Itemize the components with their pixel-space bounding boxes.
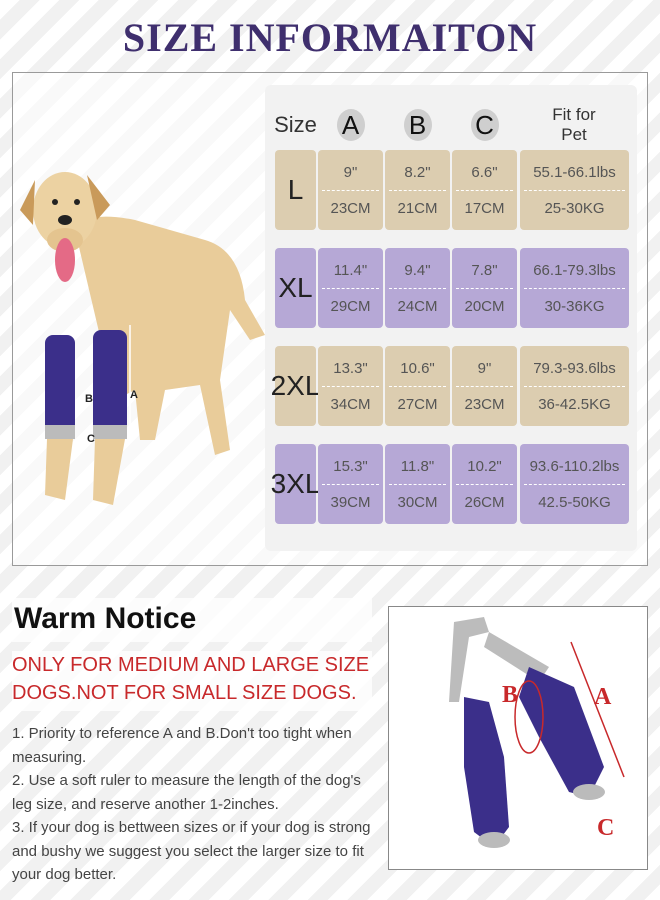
cell-fit: 66.1-79.3lbs 30-36KG [520, 248, 629, 328]
dog-label-a: A [130, 389, 138, 401]
header-fit: Fit for Pet [552, 105, 596, 144]
size-label: L [275, 150, 316, 230]
value-c_in: 10.2" [467, 458, 502, 475]
header-size: Size [274, 112, 317, 137]
value-kg: 30-36KG [544, 298, 605, 315]
notice-item: 3. If your dog is bettween sizes or if y… [12, 819, 371, 883]
cell-b: 10.6" 27CM [385, 346, 450, 426]
dog-label-b: B [85, 393, 93, 405]
sleeve-product-illustration: B A C [449, 617, 625, 848]
cell-c: 7.8" 20CM [452, 248, 517, 328]
value-a_in: 9" [343, 164, 358, 181]
value-c_in: 7.8" [471, 262, 498, 279]
cell-fit: 55.1-66.1lbs 25-30KG [520, 150, 629, 230]
value-b_in: 10.6" [400, 360, 435, 377]
cell-fit: 79.3-93.6lbs 36-42.5KG [520, 346, 629, 426]
size-label: 3XL [271, 444, 320, 524]
value-b_cm: 30CM [397, 494, 438, 511]
value-a_in: 13.3" [333, 360, 368, 377]
product-image-box: B A C [388, 606, 648, 870]
value-kg: 36-42.5KG [538, 396, 611, 413]
value-a_cm: 23CM [330, 200, 371, 217]
value-c_cm: 23CM [464, 396, 505, 413]
notice-item: 1. Priority to reference A and B.Don't t… [12, 725, 352, 766]
notice-list: 1. Priority to reference A and B.Don't t… [12, 722, 384, 887]
cell-a: 9" 23CM [318, 150, 383, 230]
value-c_in: 9" [477, 360, 492, 377]
value-a_cm: 34CM [330, 396, 371, 413]
size-label: XL [275, 248, 316, 328]
size-row: XL 11.4" 29CM 9.4" 24CM 7.8" 20CM 66.1-7… [275, 248, 629, 328]
value-b_in: 9.4" [404, 262, 431, 279]
header-a: A [336, 109, 365, 141]
cell-a: 13.3" 34CM [318, 346, 383, 426]
value-lbs: 79.3-93.6lbs [533, 360, 616, 377]
product-label-b: B [502, 682, 518, 708]
cell-c: 9" 23CM [452, 346, 517, 426]
cell-a: 15.3" 39CM [318, 444, 383, 524]
value-lbs: 93.6-110.2lbs [529, 458, 620, 475]
dog-illustration: A B C [20, 172, 265, 505]
value-b_cm: 21CM [397, 200, 438, 217]
notice-item: 2. Use a soft ruler to measure the lengt… [12, 772, 361, 813]
value-a_in: 15.3" [333, 458, 368, 475]
product-label-c: C [597, 815, 614, 841]
cell-b: 9.4" 24CM [385, 248, 450, 328]
value-b_cm: 27CM [397, 396, 438, 413]
value-c_in: 6.6" [471, 164, 498, 181]
page-title: SIZE INFORMAITON [122, 15, 538, 60]
value-a_cm: 29CM [330, 298, 371, 315]
value-b_cm: 24CM [397, 298, 438, 315]
warm-notice-heading: Warm Notice [12, 598, 372, 642]
size-row: 2XL 13.3" 34CM 10.6" 27CM 9" 23CM 79.3-9… [271, 346, 629, 426]
product-label-a: A [594, 684, 612, 710]
warning-text: ONLY FOR MEDIUM AND LARGE SIZE DOGS.NOT … [12, 651, 372, 711]
value-b_in: 11.8" [400, 458, 435, 475]
dog-label-c: C [87, 433, 95, 445]
size-label: 2XL [271, 346, 320, 426]
cell-b: 11.8" 30CM [385, 444, 450, 524]
value-a_in: 11.4" [333, 262, 368, 279]
value-lbs: 55.1-66.1lbs [533, 164, 616, 181]
value-c_cm: 20CM [464, 298, 505, 315]
header-b: B [403, 109, 432, 141]
value-b_in: 8.2" [404, 164, 431, 181]
cell-b: 8.2" 21CM [385, 150, 450, 230]
cell-fit: 93.6-110.2lbs 42.5-50KG [520, 444, 629, 524]
cell-c: 6.6" 17CM [452, 150, 517, 230]
value-c_cm: 26CM [464, 494, 505, 511]
value-c_cm: 17CM [464, 200, 505, 217]
value-a_cm: 39CM [330, 494, 371, 511]
value-kg: 25-30KG [544, 200, 605, 217]
size-row: 3XL 15.3" 39CM 11.8" 30CM 10.2" 26CM 93.… [271, 444, 629, 524]
value-lbs: 66.1-79.3lbs [533, 262, 616, 279]
size-row: L 9" 23CM 8.2" 21CM 6.6" 17CM 55.1-66.1l… [275, 150, 629, 230]
cell-a: 11.4" 29CM [318, 248, 383, 328]
value-kg: 42.5-50KG [538, 494, 611, 511]
cell-c: 10.2" 26CM [452, 444, 517, 524]
header-c: C [470, 109, 499, 141]
